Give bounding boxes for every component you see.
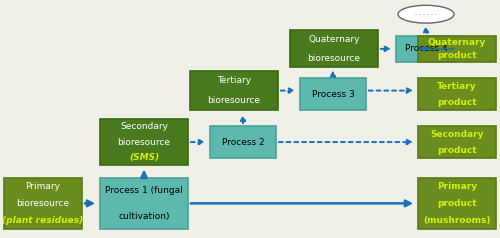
Text: cultivation): cultivation) — [118, 212, 170, 221]
Text: Quaternary: Quaternary — [308, 35, 360, 44]
FancyBboxPatch shape — [100, 119, 188, 165]
Text: bioresource: bioresource — [16, 199, 70, 208]
Text: Secondary: Secondary — [430, 130, 484, 139]
FancyBboxPatch shape — [100, 178, 188, 229]
Text: Quaternary: Quaternary — [428, 38, 486, 47]
Text: Secondary: Secondary — [120, 122, 168, 131]
FancyBboxPatch shape — [418, 78, 496, 110]
FancyBboxPatch shape — [4, 178, 82, 229]
FancyBboxPatch shape — [396, 35, 456, 62]
FancyBboxPatch shape — [418, 35, 496, 62]
Text: product: product — [437, 51, 477, 60]
Text: Primary: Primary — [26, 182, 60, 191]
FancyBboxPatch shape — [418, 126, 496, 158]
Text: (mushrooms): (mushrooms) — [423, 216, 491, 225]
Text: bioresource: bioresource — [308, 54, 360, 63]
Text: Primary: Primary — [437, 182, 477, 191]
Text: Tertiary: Tertiary — [217, 76, 251, 85]
Text: Process 1 (fungal: Process 1 (fungal — [105, 186, 183, 195]
Text: Process 2: Process 2 — [222, 138, 264, 147]
Text: bioresource: bioresource — [118, 138, 171, 147]
Text: (SMS): (SMS) — [129, 153, 159, 162]
FancyBboxPatch shape — [290, 30, 378, 68]
Text: product: product — [437, 199, 477, 208]
FancyBboxPatch shape — [418, 178, 496, 229]
FancyBboxPatch shape — [190, 71, 278, 110]
Text: Process 4: Process 4 — [404, 44, 448, 53]
FancyBboxPatch shape — [210, 126, 276, 158]
Text: product: product — [437, 98, 477, 107]
Text: bioresource: bioresource — [208, 96, 260, 105]
Text: Process 3: Process 3 — [312, 90, 354, 99]
Text: Tertiary: Tertiary — [437, 82, 477, 91]
FancyBboxPatch shape — [300, 78, 366, 110]
Text: (plant residues): (plant residues) — [2, 216, 84, 225]
Text: · · · · · ·: · · · · · · — [415, 12, 437, 17]
Text: product: product — [437, 146, 477, 155]
Ellipse shape — [398, 5, 454, 23]
